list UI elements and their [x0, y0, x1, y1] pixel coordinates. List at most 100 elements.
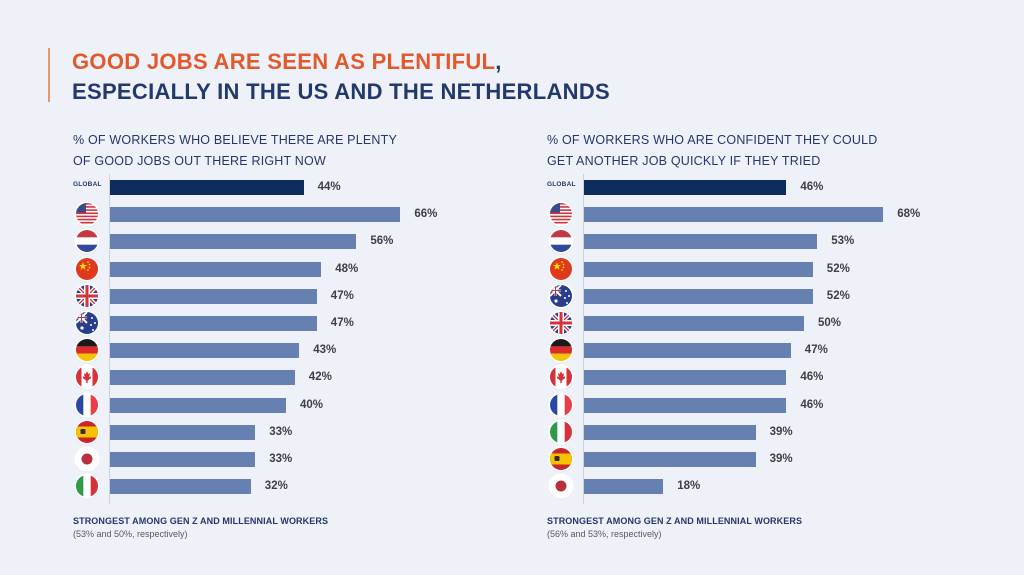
note-detail: (56% and 53%, respectively) — [547, 529, 662, 539]
bar-row: 47% — [547, 337, 987, 364]
bar-chart-area: GLOBAL 46% 68% 53% 52% 52% 50% 47% 46% 46% 39% 39% 1… — [547, 174, 987, 504]
category-label-global: GLOBAL — [73, 181, 102, 188]
bar-germany — [584, 343, 791, 359]
data-label: 32% — [264, 480, 288, 493]
bar-chart-area: GLOBAL 44% 66% 56% 48% 47% 47% 43% 42% 40% 33% 33% 3… — [73, 174, 513, 504]
title-subline: ESPECIALLY IN THE US AND THE NETHERLANDS — [72, 79, 611, 104]
chart-plenty-of-jobs: % OF WORKERS WHO BELIEVE THERE ARE PLENT… — [73, 130, 513, 539]
data-label: 46% — [800, 181, 824, 193]
note-detail: (53% and 50%, respectively) — [73, 529, 188, 539]
bar-united-states — [110, 207, 401, 223]
note-title: STRONGEST AMONG GEN Z AND MILLENNIAL WOR… — [547, 516, 803, 526]
bar-row: 68% — [547, 201, 987, 228]
data-label: 47% — [330, 289, 354, 302]
chart-title: % OF WORKERS WHO ARE CONFIDENT THEY COUL… — [547, 130, 987, 172]
bar-row: 18% — [547, 473, 987, 500]
data-label: 40% — [300, 398, 324, 411]
bar-row: 48% — [73, 256, 513, 283]
bar-united-kingdom — [110, 288, 317, 304]
chart-note: STRONGEST AMONG GEN Z AND MILLENNIAL WOR… — [73, 516, 328, 539]
bar-germany — [110, 343, 300, 359]
bar-row: 53% — [547, 228, 987, 255]
data-label: 39% — [769, 453, 793, 465]
bar-row: 46% — [547, 392, 987, 419]
data-label: 18% — [677, 480, 701, 493]
bar-china — [110, 261, 322, 277]
bar-italy — [110, 479, 251, 495]
bar-china — [584, 261, 813, 277]
category-label-global: GLOBAL — [547, 181, 576, 188]
canada-flag-icon — [76, 366, 98, 389]
bar-japan — [584, 479, 664, 495]
spain-flag-icon — [550, 448, 572, 470]
bar-row: 40% — [73, 392, 513, 419]
bar-row: 39% — [547, 419, 987, 446]
bar-canada — [584, 370, 787, 386]
data-label: 52% — [826, 262, 850, 275]
bar-france — [110, 397, 286, 413]
france-flag-icon — [550, 393, 572, 416]
bar-row: 32% — [73, 473, 513, 500]
data-label: 44% — [317, 181, 341, 193]
data-label: 39% — [769, 425, 793, 438]
bar-spain — [584, 452, 756, 467]
data-label: 42% — [308, 371, 332, 384]
bar-canada — [110, 370, 295, 386]
data-label: 33% — [269, 453, 293, 465]
us-flag-icon — [550, 203, 572, 226]
italy-flag-icon — [76, 475, 98, 498]
japan-flag-icon — [550, 475, 572, 498]
bar-japan — [110, 452, 256, 467]
data-label: 48% — [335, 262, 359, 275]
chart-title-line-1: % OF WORKERS WHO BELIEVE THERE ARE PLENT… — [73, 133, 398, 147]
canada-flag-icon — [550, 366, 572, 389]
bar-netherlands — [110, 234, 357, 250]
bar-row: 46% — [547, 364, 987, 391]
germany-flag-icon — [76, 339, 98, 362]
uk-flag-icon — [76, 284, 98, 307]
title-comma: , — [495, 49, 502, 74]
us-flag-icon — [76, 203, 98, 226]
bar-row: 47% — [73, 283, 513, 310]
data-label: 33% — [269, 425, 293, 438]
bar-row: GLOBAL 44% — [73, 174, 513, 201]
australia-flag-icon — [550, 284, 572, 307]
bar-row: 33% — [73, 446, 513, 473]
bar-australia — [584, 288, 813, 304]
bar-row: GLOBAL 46% — [547, 174, 987, 201]
data-label: 46% — [800, 398, 824, 411]
page-title: GOOD JOBS ARE SEEN AS PLENTIFUL, ESPECIA… — [72, 47, 610, 107]
title-highlight: GOOD JOBS ARE SEEN AS PLENTIFUL — [72, 49, 496, 74]
bar-row: 43% — [73, 337, 513, 364]
china-flag-icon — [550, 257, 572, 280]
title-accent-line — [48, 48, 50, 102]
bar-global — [110, 180, 304, 195]
bar-australia — [110, 316, 317, 331]
bar-row: 39% — [547, 446, 987, 473]
data-label: 47% — [330, 317, 354, 329]
netherlands-flag-icon — [550, 230, 572, 253]
chart-confident-find-job: % OF WORKERS WHO ARE CONFIDENT THEY COUL… — [547, 130, 987, 539]
chart-title-line-1: % OF WORKERS WHO ARE CONFIDENT THEY COUL… — [547, 133, 878, 147]
australia-flag-icon — [76, 312, 98, 334]
data-label: 47% — [804, 344, 828, 357]
data-label: 53% — [831, 235, 855, 248]
data-label: 46% — [800, 371, 824, 384]
bar-united-states — [584, 207, 884, 223]
bar-united-kingdom — [584, 316, 804, 331]
bar-row: 52% — [547, 256, 987, 283]
data-label: 50% — [818, 317, 842, 329]
netherlands-flag-icon — [76, 230, 98, 253]
china-flag-icon — [76, 257, 98, 280]
bar-spain — [110, 424, 256, 440]
chart-title-line-2: GET ANOTHER JOB QUICKLY IF THEY TRIED — [547, 154, 821, 168]
bar-row: 56% — [73, 228, 513, 255]
bar-row: 42% — [73, 364, 513, 391]
chart-title: % OF WORKERS WHO BELIEVE THERE ARE PLENT… — [73, 130, 513, 172]
data-label: 56% — [370, 235, 394, 248]
bar-row: 33% — [73, 419, 513, 446]
spain-flag-icon — [76, 420, 98, 443]
data-label: 66% — [414, 208, 438, 221]
data-label: 43% — [313, 344, 337, 357]
data-label: 68% — [897, 208, 921, 221]
